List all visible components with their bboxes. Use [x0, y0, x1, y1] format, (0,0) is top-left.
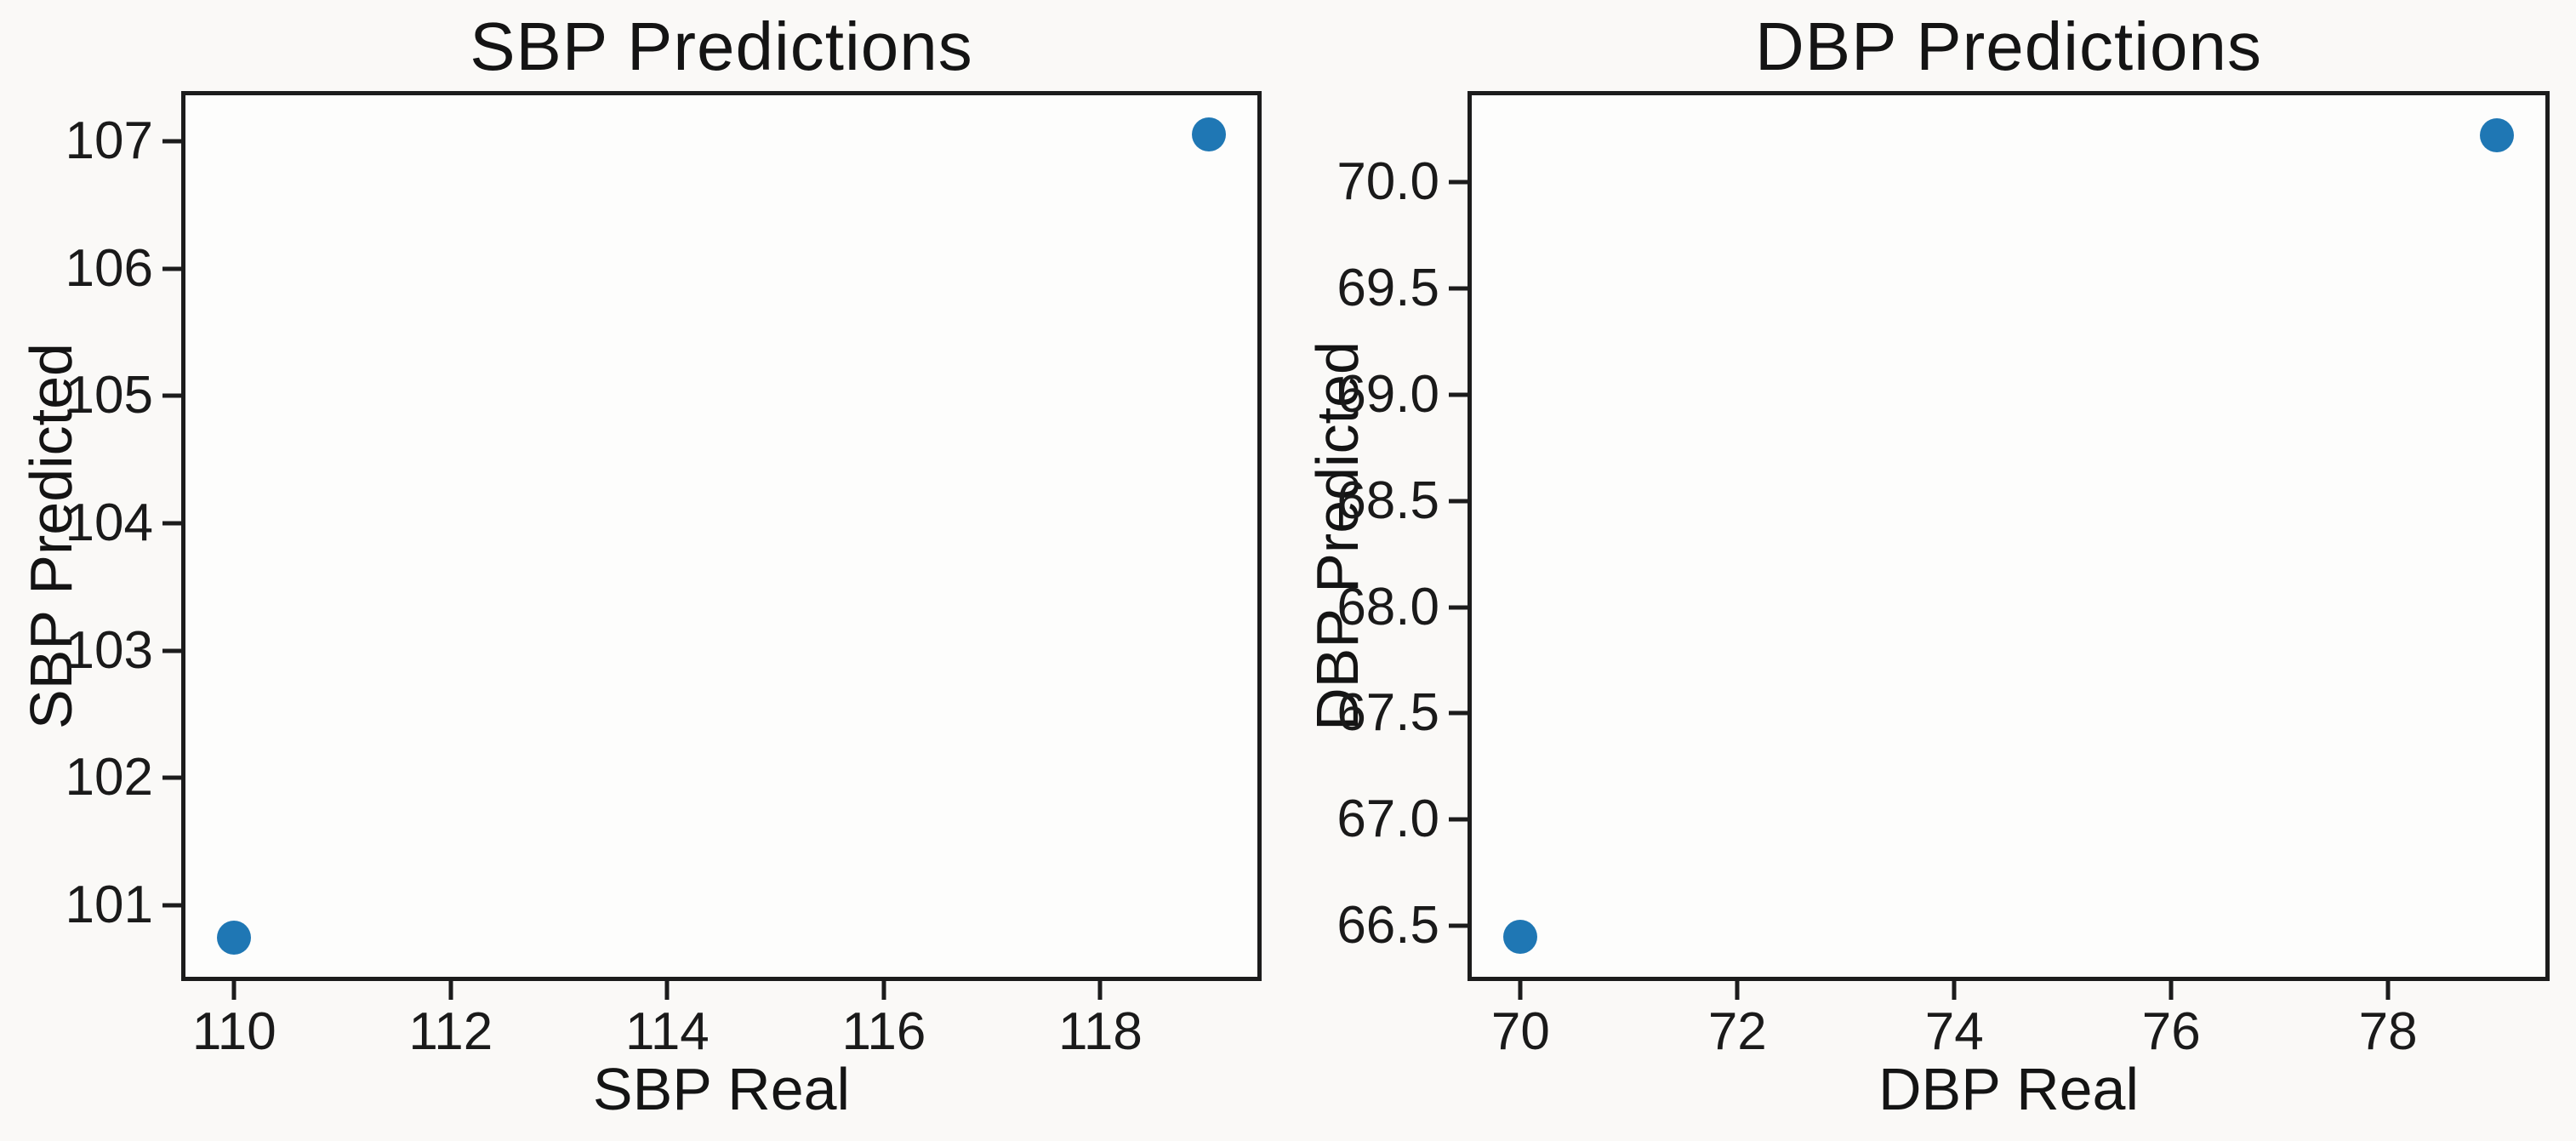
x-tick-label: 118 — [1058, 1002, 1143, 1061]
x-tick — [2169, 977, 2174, 1000]
x-tick-label: 76 — [2141, 1002, 2201, 1061]
x-tick-label: 78 — [2358, 1002, 2418, 1061]
x-tick-label: 116 — [841, 1002, 926, 1061]
y-tick — [1449, 392, 1472, 397]
x-tick-label: 74 — [1924, 1002, 1984, 1061]
y-tick — [162, 648, 185, 653]
plot-title: DBP Predictions — [1754, 9, 2262, 84]
data-point — [2479, 118, 2514, 153]
x-tick — [664, 977, 670, 1000]
y-tick — [1449, 817, 1472, 822]
x-tick — [2385, 977, 2391, 1000]
y-tick — [162, 266, 185, 271]
y-tick-label: 101 — [65, 876, 153, 935]
y-tick — [162, 139, 185, 144]
y-tick-label: 104 — [65, 493, 153, 553]
x-axis-label: DBP Real — [1878, 1056, 2140, 1122]
plot-area: 110 112 114 116 118 101 102 103 104 105 106 107 — [66, 91, 1262, 1058]
y-tick — [162, 903, 185, 908]
x-tick-label: 114 — [624, 1002, 710, 1061]
x-tick — [1952, 977, 1957, 1000]
y-tick — [1449, 286, 1472, 291]
y-tick-label: 67.5 — [1336, 683, 1439, 743]
plot-title: SBP Predictions — [470, 9, 973, 84]
y-tick-label: 103 — [65, 620, 153, 680]
y-tick-label: 105 — [65, 366, 153, 425]
x-tick-label: 72 — [1707, 1002, 1767, 1061]
x-tick-label: 110 — [191, 1002, 276, 1061]
y-tick-label: 68.0 — [1336, 577, 1439, 636]
y-tick — [1449, 180, 1472, 185]
y-tick-label: 106 — [65, 238, 153, 298]
y-tick-label: 68.5 — [1336, 471, 1439, 530]
x-tick-label: 112 — [408, 1002, 493, 1061]
x-tick — [1518, 977, 1523, 1000]
y-tick-label: 70.0 — [1336, 152, 1439, 212]
y-tick-label: 102 — [65, 748, 153, 807]
y-tick-label: 66.5 — [1336, 896, 1439, 956]
data-point — [1191, 117, 1226, 152]
y-tick-label: 69.5 — [1336, 259, 1439, 318]
y-tick — [1449, 710, 1472, 716]
plot-area: 70 72 74 76 78 66.5 67.0 67.5 68.0 68.5 69.0 69.5 70… — [1336, 91, 2550, 1058]
y-tick-label: 67.0 — [1336, 790, 1439, 849]
x-tick-label: 70 — [1490, 1002, 1550, 1061]
x-axis-label: SBP Real — [592, 1056, 851, 1122]
x-tick — [231, 977, 237, 1000]
y-tick-label: 69.0 — [1336, 364, 1439, 424]
x-tick — [1097, 977, 1103, 1000]
y-tick — [1449, 499, 1472, 504]
data-point — [1503, 919, 1538, 954]
y-tick — [162, 521, 185, 526]
y-tick — [162, 775, 185, 780]
y-tick-label: 107 — [65, 111, 153, 170]
x-tick — [1735, 977, 1740, 1000]
x-tick — [881, 977, 886, 1000]
y-tick — [1449, 923, 1472, 928]
y-tick — [1449, 605, 1472, 610]
y-tick — [162, 393, 185, 398]
data-point — [217, 920, 252, 955]
x-tick — [448, 977, 453, 1000]
